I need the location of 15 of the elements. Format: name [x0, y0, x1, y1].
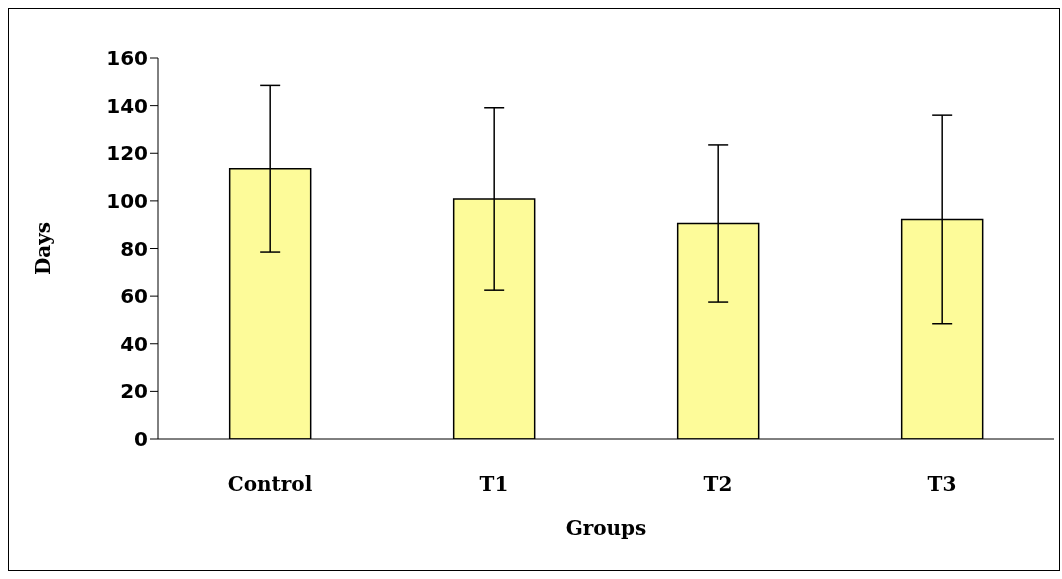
y-tick-label: 80	[120, 236, 148, 261]
y-tick-label: 60	[120, 284, 148, 309]
y-tick-label: 100	[106, 188, 148, 213]
y-tick-label: 120	[106, 141, 148, 166]
x-axis-title: Groups	[565, 516, 647, 540]
y-axis-title: Days	[31, 221, 56, 276]
x-tick-label: T2	[703, 472, 733, 497]
y-tick-label: 160	[106, 46, 148, 71]
x-tick-label: Control	[227, 472, 313, 497]
y-tick-label: 0	[134, 427, 148, 452]
y-tick-label: 140	[106, 93, 148, 118]
y-tick-label: 40	[120, 331, 148, 356]
x-tick-label: T1	[479, 472, 509, 497]
x-tick-label: T3	[927, 472, 957, 497]
y-tick-label: 20	[120, 379, 148, 404]
